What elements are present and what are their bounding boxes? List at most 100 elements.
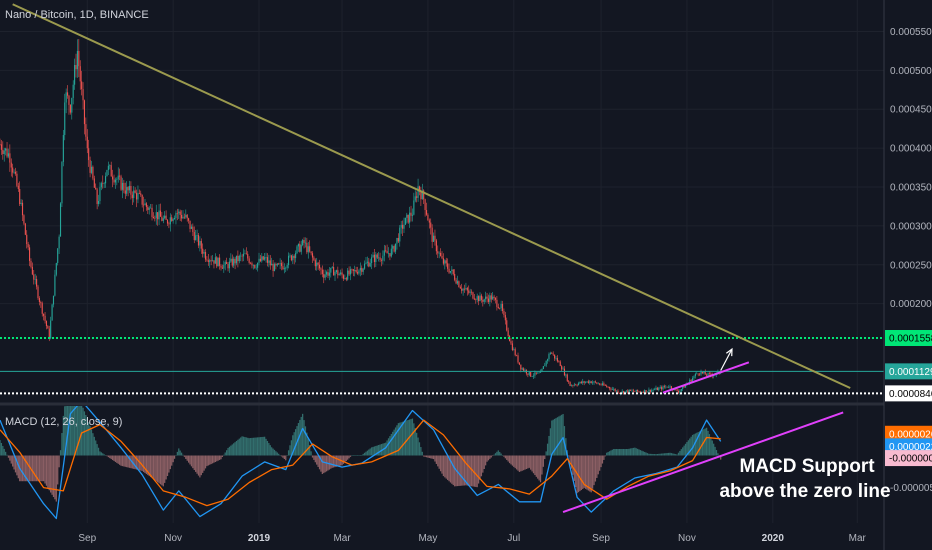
- macd-histogram-bar: [518, 455, 521, 472]
- macd-histogram-bar: [552, 419, 554, 456]
- macd-histogram-bar: [684, 443, 687, 456]
- macd-histogram-bar: [635, 448, 637, 456]
- candle-body: [211, 260, 214, 262]
- candle-body: [659, 387, 661, 389]
- macd-histogram-bar: [690, 436, 692, 456]
- macd-histogram-bar: [418, 442, 421, 456]
- macd-histogram-bar: [541, 455, 543, 475]
- breakout-arrow[interactable]: [720, 348, 733, 371]
- macd-histogram-bar: [558, 416, 560, 456]
- candle-body: [451, 269, 453, 272]
- candle-body: [89, 160, 91, 173]
- candle-body: [313, 257, 315, 261]
- macd-histogram-bar: [479, 455, 481, 480]
- candle-body: [227, 263, 229, 269]
- candle-body: [562, 368, 564, 370]
- macd-indicator-title[interactable]: MACD (12, 26, close, 9): [5, 416, 122, 428]
- candle-body: [554, 354, 556, 359]
- macd-histogram-bar: [186, 455, 188, 461]
- candle-body: [296, 246, 298, 254]
- ascending-support-trendline[interactable]: [662, 361, 750, 394]
- candle-body: [549, 352, 551, 354]
- macd-support-trendline[interactable]: [562, 411, 844, 514]
- candle-body: [242, 253, 245, 257]
- candle-body: [128, 185, 131, 191]
- macd-histogram-bar: [264, 436, 266, 456]
- candle-body: [86, 136, 88, 149]
- candle-body: [510, 341, 512, 344]
- candle-body: [468, 290, 470, 293]
- candle-body: [482, 299, 484, 302]
- candle-body: [30, 260, 32, 267]
- macd-histogram-bar: [224, 452, 226, 456]
- candle-body: [224, 262, 226, 265]
- macd-histogram-bar: [318, 455, 321, 470]
- candle-body: [593, 381, 595, 383]
- macd-histogram-bar: [715, 450, 718, 456]
- macd-histogram-bar: [13, 455, 15, 470]
- macd-histogram-bar: [227, 447, 229, 456]
- candle-body: [403, 224, 405, 229]
- candle-body: [490, 295, 492, 300]
- macd-histogram-bar: [672, 453, 674, 456]
- macd-histogram-bar: [103, 454, 105, 456]
- macd-histogram-bar: [3, 448, 5, 456]
- macd-histogram-bar: [261, 436, 263, 456]
- macd-histogram-bar: [286, 455, 288, 456]
- candle-body: [375, 254, 377, 263]
- macd-histogram-bar: [300, 416, 302, 456]
- macd-histogram-bar: [597, 455, 599, 475]
- macd-histogram-bar: [180, 452, 183, 456]
- macd-histogram-bar: [490, 455, 492, 458]
- candle-body: [592, 382, 594, 384]
- macd-histogram-bar: [480, 455, 483, 477]
- macd-histogram-bar: [651, 453, 653, 456]
- candle-body: [158, 210, 160, 220]
- candle-body: [169, 217, 171, 225]
- candle-body: [82, 89, 84, 101]
- macd-histogram-bar: [55, 455, 57, 502]
- macd-histogram-bar: [109, 455, 111, 459]
- macd-histogram-bar: [594, 455, 597, 482]
- candle-body: [238, 255, 240, 262]
- chart-title[interactable]: Nano / Bitcoin, 1D, BINANCE: [5, 9, 149, 21]
- macd-histogram-bar: [116, 455, 118, 463]
- macd-histogram-bar: [451, 455, 453, 484]
- macd-histogram-bar: [596, 455, 598, 478]
- candle-body: [251, 263, 253, 266]
- macd-histogram-bar: [379, 444, 381, 456]
- candle-body: [504, 315, 506, 321]
- candle-body: [456, 281, 459, 284]
- candle-body: [261, 256, 263, 262]
- time-axis[interactable]: Sep Nov 2019 Mar May Jul Sep Nov 2020 Mar: [78, 533, 866, 544]
- macd-histogram-bar: [189, 455, 191, 465]
- candle-body: [652, 389, 654, 391]
- macd-label-text: 0.0000026: [889, 429, 932, 440]
- candle-body: [335, 270, 337, 273]
- descending-trendline[interactable]: [12, 3, 851, 389]
- macd-histogram-bar: [394, 427, 397, 456]
- macd-histogram-bar: [303, 420, 305, 456]
- candle-body: [627, 390, 629, 393]
- macd-histogram-bar: [477, 455, 480, 484]
- macd-histogram-bar: [534, 455, 536, 476]
- macd-histogram-bar: [599, 455, 601, 471]
- candle-body: [614, 388, 616, 392]
- macd-histogram-bar: [62, 415, 64, 456]
- candle-body: [630, 389, 632, 391]
- macd-histogram-bar: [6, 454, 8, 456]
- macd-histogram-bar: [538, 455, 540, 481]
- macd-histogram-bar: [701, 429, 704, 456]
- macd-histogram-bar: [513, 455, 515, 467]
- macd-histogram-bar: [659, 453, 661, 456]
- macd-histogram-bar: [175, 455, 177, 456]
- macd-histogram-bar: [213, 455, 215, 463]
- macd-histogram-bar: [527, 455, 529, 469]
- macd-histogram-bar: [556, 417, 559, 456]
- macd-histogram-bar: [106, 455, 108, 457]
- macd-histogram-bar: [439, 455, 442, 472]
- macd-histogram-bar: [321, 455, 323, 475]
